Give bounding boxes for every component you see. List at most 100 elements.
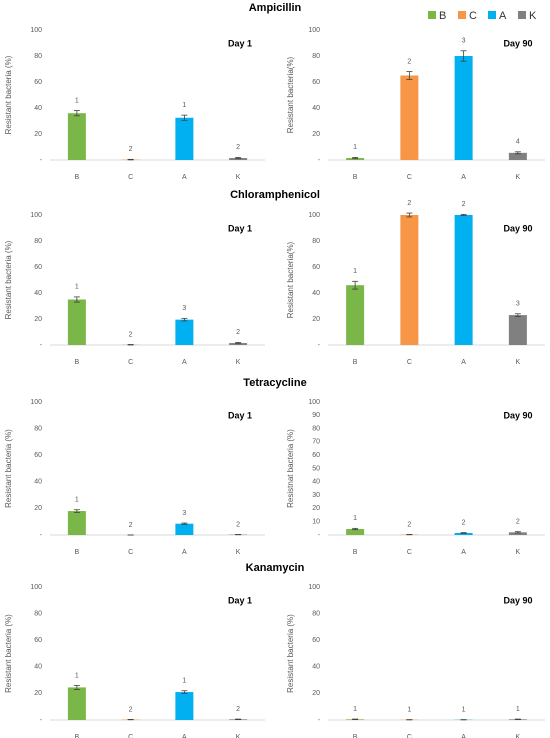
annotation: 1: [516, 706, 520, 713]
annotation: 2: [129, 331, 133, 338]
y-tick-label: 20: [34, 316, 42, 323]
day-label: Day 90: [503, 38, 532, 48]
x-tick-label: B: [353, 734, 358, 738]
annotation: 1: [353, 144, 357, 151]
x-tick-label: K: [516, 359, 521, 366]
y-tick-label: 100: [30, 584, 42, 591]
y-tick-label: 80: [34, 238, 42, 245]
annotation: 2: [236, 706, 240, 713]
bar: [175, 692, 194, 720]
x-tick-label: B: [353, 549, 358, 556]
x-tick-label: C: [407, 359, 412, 366]
x-tick-label: B: [353, 359, 358, 366]
y-tick-label: -: [318, 342, 321, 349]
y-axis-label: Resistant bacteria (%): [4, 614, 13, 693]
y-tick-label: 20: [34, 131, 42, 138]
x-tick-label: C: [407, 549, 412, 556]
legend-swatch: [518, 11, 526, 19]
annotation: 1: [407, 706, 411, 713]
day-label: Day 1: [228, 410, 252, 420]
x-tick-label: A: [461, 359, 466, 366]
annotation: 2: [236, 521, 240, 528]
x-tick-label: B: [75, 549, 80, 556]
y-tick-label: 10: [312, 519, 320, 526]
bar: [508, 152, 527, 160]
section-title: Chloramphenicol: [230, 189, 320, 201]
y-tick-label: 100: [30, 212, 42, 219]
x-tick-label: C: [128, 734, 133, 738]
x-tick-label: K: [236, 734, 241, 738]
annotation: 2: [407, 200, 411, 207]
day-label: Day 1: [228, 38, 252, 48]
annotation: 1: [182, 678, 186, 685]
y-tick-label: 40: [312, 664, 320, 671]
y-tick-label: 90: [312, 412, 320, 419]
bar: [454, 215, 473, 345]
legend-label: A: [499, 10, 507, 22]
day-label: Day 1: [228, 223, 252, 233]
annotation: 1: [75, 672, 79, 679]
bar: [67, 113, 86, 160]
y-tick-label: 60: [312, 452, 320, 459]
x-tick-label: C: [128, 174, 133, 181]
annotation: 2: [236, 144, 240, 151]
y-tick-label: -: [40, 342, 43, 349]
x-tick-label: B: [75, 734, 80, 738]
bar: [346, 285, 365, 345]
y-tick-label: 60: [312, 79, 320, 86]
section-title: Kanamycin: [246, 562, 305, 574]
y-tick-label: 20: [34, 690, 42, 697]
y-tick-label: 20: [312, 505, 320, 512]
y-tick-label: 40: [312, 290, 320, 297]
annotation: 1: [75, 497, 79, 504]
y-tick-label: 20: [312, 131, 320, 138]
annotation: 2: [407, 58, 411, 65]
x-tick-label: K: [516, 734, 521, 738]
y-tick-label: -: [318, 157, 321, 164]
bar: [508, 532, 527, 535]
bar: [454, 56, 473, 160]
y-tick-label: 40: [34, 479, 42, 486]
x-tick-label: K: [516, 174, 521, 181]
annotation: 2: [129, 146, 133, 153]
y-tick-label: 60: [34, 264, 42, 271]
annotation: 4: [516, 139, 520, 146]
annotation: 1: [353, 706, 357, 713]
y-tick-label: 80: [312, 53, 320, 60]
y-tick-label: 100: [308, 212, 320, 219]
y-tick-label: 30: [312, 492, 320, 499]
y-tick-label: 60: [312, 264, 320, 271]
y-tick-label: 100: [308, 584, 320, 591]
x-tick-label: B: [353, 174, 358, 181]
annotation: 1: [75, 97, 79, 104]
annotation: 2: [407, 521, 411, 528]
section-title: Tetracycline: [243, 377, 306, 389]
y-axis-label: Resistant bacteria (%): [4, 240, 13, 319]
y-tick-label: 100: [308, 27, 320, 34]
annotation: 2: [129, 706, 133, 713]
y-tick-label: 40: [34, 664, 42, 671]
annotation: 2: [129, 522, 133, 529]
bar: [508, 315, 527, 345]
annotation: 3: [516, 301, 520, 308]
day-label: Day 90: [503, 410, 532, 420]
y-tick-label: 80: [312, 425, 320, 432]
x-tick-label: A: [182, 174, 187, 181]
annotation: 1: [353, 515, 357, 522]
x-tick-label: B: [75, 359, 80, 366]
y-tick-label: 100: [30, 27, 42, 34]
y-axis-label: Resistant bacteria (%): [286, 614, 295, 693]
y-tick-label: -: [318, 717, 321, 724]
y-tick-label: -: [318, 532, 321, 539]
y-tick-label: 40: [34, 290, 42, 297]
y-tick-label: 50: [312, 465, 320, 472]
x-tick-label: A: [461, 734, 466, 738]
y-tick-label: 80: [34, 53, 42, 60]
annotation: 2: [236, 329, 240, 336]
y-tick-label: 60: [34, 79, 42, 86]
y-axis-label: Resistant bacteria (%): [4, 55, 13, 134]
x-tick-label: A: [461, 174, 466, 181]
y-tick-label: -: [40, 532, 43, 539]
y-axis-label: Resistant bacteria(%): [286, 56, 295, 133]
